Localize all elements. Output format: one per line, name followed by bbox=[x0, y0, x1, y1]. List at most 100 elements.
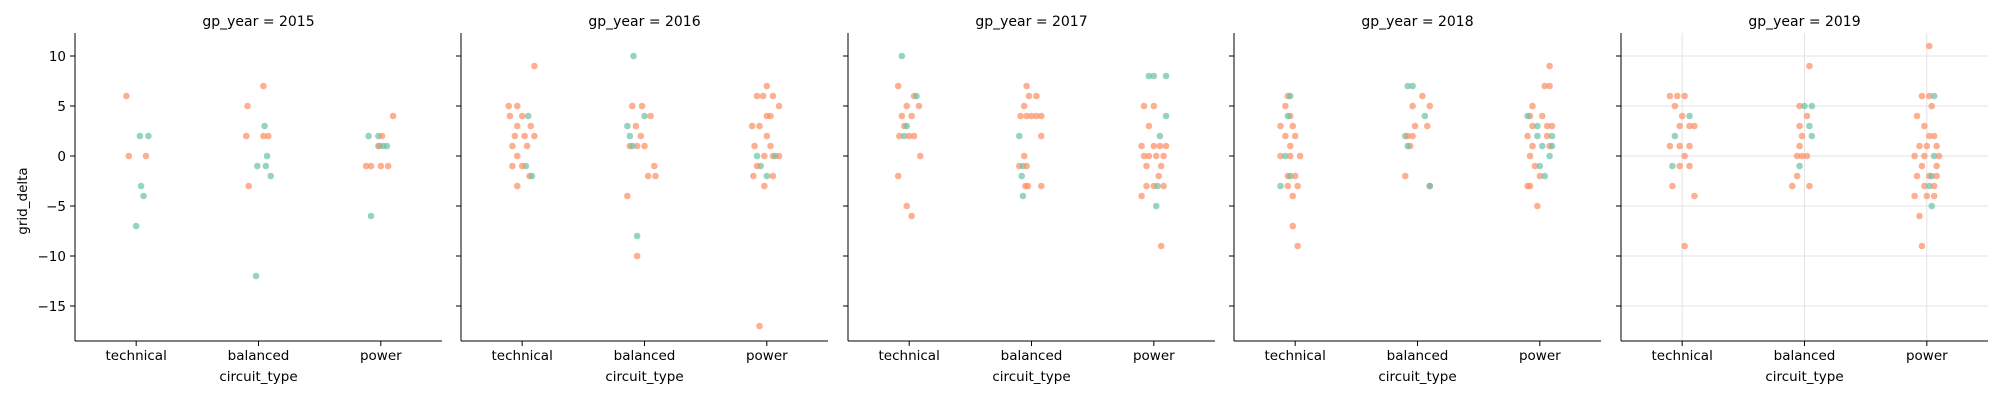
data-point bbox=[1404, 142, 1412, 150]
data-point bbox=[767, 142, 774, 150]
data-point bbox=[1538, 112, 1546, 120]
data-point bbox=[624, 192, 631, 200]
data-point bbox=[763, 172, 771, 180]
data-point bbox=[1930, 132, 1938, 140]
data-point bbox=[1150, 72, 1158, 80]
data-point bbox=[903, 202, 911, 210]
data-point bbox=[245, 182, 253, 190]
data-point bbox=[767, 112, 774, 120]
x-tick-label: power bbox=[1133, 348, 1175, 364]
data-point bbox=[1536, 172, 1544, 180]
data-point bbox=[1157, 162, 1165, 170]
data-point bbox=[894, 82, 902, 90]
data-point bbox=[1291, 132, 1299, 140]
data-point bbox=[633, 232, 641, 240]
data-point bbox=[638, 102, 646, 110]
data-point bbox=[140, 192, 147, 200]
data-point bbox=[260, 82, 267, 90]
data-point bbox=[1286, 152, 1294, 160]
data-point bbox=[1143, 182, 1150, 190]
data-point bbox=[1138, 192, 1145, 200]
data-point bbox=[1669, 162, 1676, 170]
x-tick-label: balanced bbox=[228, 348, 290, 364]
data-point bbox=[1808, 132, 1816, 140]
data-point bbox=[253, 162, 261, 170]
data-point bbox=[531, 132, 538, 140]
data-point bbox=[1033, 112, 1040, 120]
data-point bbox=[1546, 152, 1553, 160]
data-point bbox=[1913, 112, 1921, 120]
y-tick-label: −10 bbox=[38, 249, 67, 265]
data-point bbox=[1691, 192, 1698, 200]
data-point bbox=[1925, 92, 1933, 100]
data-point bbox=[521, 132, 528, 140]
data-point bbox=[1033, 92, 1040, 100]
data-point bbox=[1925, 42, 1933, 50]
x-tick-label: balanced bbox=[1774, 348, 1836, 364]
data-point bbox=[1529, 142, 1536, 150]
data-point bbox=[1543, 132, 1551, 140]
data-point bbox=[1156, 142, 1164, 150]
data-point bbox=[1676, 122, 1684, 130]
data-point bbox=[523, 142, 531, 150]
data-point bbox=[1923, 142, 1931, 150]
data-point bbox=[910, 132, 918, 140]
data-point bbox=[1145, 72, 1153, 80]
data-point bbox=[1140, 152, 1148, 160]
data-point bbox=[903, 122, 911, 130]
data-point bbox=[1162, 142, 1170, 150]
data-point bbox=[1796, 142, 1803, 150]
data-point bbox=[1017, 112, 1024, 120]
data-point bbox=[1152, 152, 1160, 160]
x-tick-label: power bbox=[360, 348, 402, 364]
x-axis-label: circuit_type bbox=[605, 369, 683, 385]
data-point bbox=[1930, 192, 1938, 200]
data-point bbox=[1037, 112, 1045, 120]
data-point bbox=[267, 172, 275, 180]
data-point bbox=[1923, 192, 1931, 200]
panel-title: gp_year = 2015 bbox=[202, 14, 314, 30]
data-point bbox=[775, 102, 783, 110]
data-point bbox=[1928, 202, 1936, 210]
data-point bbox=[1930, 92, 1938, 100]
data-point bbox=[1426, 102, 1434, 110]
data-point bbox=[1806, 62, 1813, 70]
data-point bbox=[1803, 112, 1811, 120]
data-point bbox=[242, 132, 250, 140]
x-axis-label: circuit_type bbox=[1765, 369, 1843, 385]
data-point bbox=[1536, 162, 1544, 170]
data-point bbox=[1935, 152, 1943, 160]
data-point bbox=[913, 92, 920, 100]
data-point bbox=[756, 322, 763, 330]
data-point bbox=[1286, 172, 1294, 180]
data-point bbox=[1156, 132, 1164, 140]
panel-title: gp_year = 2019 bbox=[1748, 14, 1860, 30]
data-point bbox=[1916, 212, 1923, 220]
data-point bbox=[1028, 112, 1035, 120]
data-point bbox=[1534, 122, 1541, 130]
data-point bbox=[263, 152, 271, 160]
data-point bbox=[1524, 132, 1531, 140]
data-point bbox=[1404, 132, 1412, 140]
data-point bbox=[900, 132, 908, 140]
data-point bbox=[1277, 182, 1284, 190]
data-point bbox=[1291, 172, 1299, 180]
y-tick-label: 0 bbox=[57, 149, 66, 165]
data-point bbox=[1921, 182, 1928, 190]
data-point bbox=[641, 112, 648, 120]
data-point bbox=[1160, 152, 1167, 160]
data-point bbox=[1541, 82, 1549, 90]
data-point bbox=[763, 132, 771, 140]
data-point bbox=[1678, 112, 1686, 120]
data-point bbox=[518, 112, 526, 120]
data-point bbox=[1933, 162, 1940, 170]
data-point bbox=[1529, 122, 1536, 130]
data-point bbox=[362, 162, 370, 170]
data-point bbox=[1918, 92, 1926, 100]
data-point bbox=[896, 132, 903, 140]
data-point bbox=[1145, 122, 1153, 130]
data-point bbox=[1282, 132, 1289, 140]
x-tick-label: power bbox=[1906, 348, 1948, 364]
data-point bbox=[1409, 102, 1416, 110]
data-point bbox=[505, 102, 513, 110]
